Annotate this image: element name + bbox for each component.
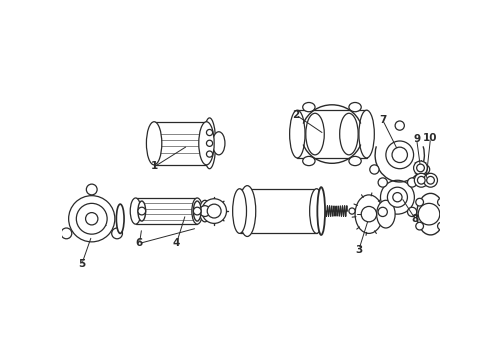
Circle shape [386, 141, 414, 169]
Circle shape [393, 193, 402, 202]
Ellipse shape [310, 189, 323, 233]
Circle shape [378, 207, 387, 216]
Ellipse shape [199, 200, 210, 222]
Ellipse shape [349, 156, 361, 166]
Text: 4: 4 [173, 238, 180, 248]
Bar [154, 122, 206, 165]
Circle shape [349, 208, 355, 214]
Ellipse shape [349, 103, 361, 112]
Ellipse shape [199, 122, 214, 165]
Ellipse shape [306, 113, 324, 155]
Ellipse shape [213, 132, 225, 155]
Ellipse shape [359, 110, 374, 158]
Circle shape [370, 165, 379, 174]
Ellipse shape [303, 103, 315, 112]
Circle shape [61, 228, 72, 239]
Circle shape [206, 130, 213, 136]
Circle shape [438, 222, 445, 230]
Circle shape [206, 151, 213, 157]
Circle shape [408, 207, 417, 216]
Bar [240, 189, 317, 233]
Ellipse shape [130, 198, 141, 224]
Text: 2: 2 [292, 110, 299, 120]
Ellipse shape [290, 110, 305, 158]
Circle shape [415, 173, 428, 187]
Circle shape [76, 203, 107, 234]
Text: 6: 6 [136, 238, 143, 248]
Ellipse shape [303, 156, 315, 166]
Circle shape [388, 187, 408, 207]
Circle shape [112, 228, 122, 239]
Ellipse shape [194, 201, 201, 221]
Bar [136, 198, 197, 224]
Ellipse shape [340, 113, 358, 155]
Circle shape [86, 184, 97, 195]
Circle shape [361, 206, 377, 222]
Circle shape [416, 198, 423, 206]
Circle shape [423, 173, 438, 187]
Ellipse shape [147, 122, 162, 165]
Circle shape [381, 180, 415, 214]
Circle shape [395, 121, 404, 130]
Ellipse shape [138, 201, 146, 221]
Text: 7: 7 [379, 115, 387, 125]
Circle shape [202, 199, 226, 223]
Ellipse shape [233, 189, 246, 233]
Circle shape [86, 213, 98, 225]
Circle shape [206, 140, 213, 147]
Circle shape [438, 198, 445, 206]
Circle shape [392, 147, 408, 163]
Text: 1: 1 [151, 161, 158, 171]
Circle shape [378, 178, 387, 187]
Circle shape [69, 195, 115, 242]
Text: 10: 10 [423, 133, 438, 143]
Bar [297, 110, 367, 158]
Circle shape [199, 206, 210, 216]
Text: 8: 8 [412, 214, 419, 224]
Text: 3: 3 [355, 244, 363, 255]
Ellipse shape [117, 204, 124, 233]
Text: 9: 9 [413, 134, 420, 144]
Ellipse shape [377, 200, 395, 228]
Circle shape [427, 176, 435, 184]
Ellipse shape [192, 198, 203, 224]
Circle shape [408, 178, 417, 187]
Ellipse shape [203, 118, 216, 169]
Text: 5: 5 [78, 259, 85, 269]
Circle shape [194, 207, 201, 215]
Circle shape [420, 165, 430, 174]
Circle shape [138, 207, 146, 215]
Ellipse shape [355, 195, 383, 233]
Ellipse shape [416, 164, 424, 172]
Circle shape [417, 176, 425, 184]
Ellipse shape [414, 161, 427, 175]
Circle shape [418, 203, 440, 225]
Ellipse shape [318, 187, 325, 235]
Circle shape [207, 204, 221, 218]
Circle shape [416, 222, 423, 230]
Ellipse shape [239, 186, 256, 237]
